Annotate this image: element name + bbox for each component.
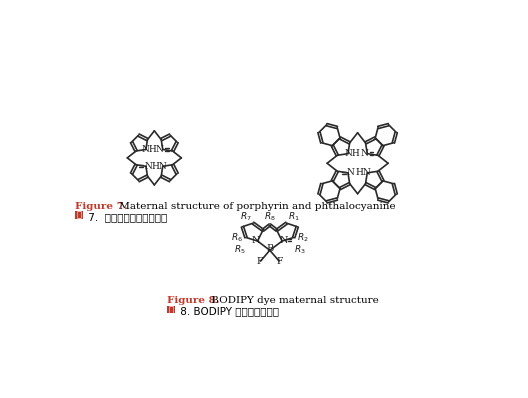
Text: 8. BODIPY 染料的母体结构: 8. BODIPY 染料的母体结构: [177, 306, 279, 316]
Text: Figure 7.: Figure 7.: [75, 202, 128, 211]
Text: $R_7$: $R_7$: [240, 211, 251, 223]
Text: N: N: [156, 145, 164, 154]
Text: N: N: [346, 168, 354, 178]
Text: $R_1$: $R_1$: [288, 211, 300, 223]
Text: HN: HN: [151, 162, 167, 171]
Text: N: N: [279, 236, 288, 245]
Text: $R_3$: $R_3$: [294, 244, 306, 256]
Text: $R_5$: $R_5$: [234, 244, 246, 256]
FancyBboxPatch shape: [167, 306, 175, 313]
FancyBboxPatch shape: [75, 211, 83, 219]
Text: N: N: [144, 162, 152, 171]
Text: $R_6$: $R_6$: [231, 231, 243, 244]
Text: $R_2$: $R_2$: [297, 231, 309, 244]
Text: 图: 图: [77, 211, 81, 219]
Text: HN: HN: [355, 168, 371, 178]
Text: Figure 8.: Figure 8.: [167, 297, 220, 306]
Text: F: F: [277, 258, 283, 266]
Text: $R_8$: $R_8$: [264, 211, 276, 223]
Text: NH: NH: [142, 145, 158, 154]
Text: B: B: [266, 244, 274, 253]
Text: N: N: [361, 149, 369, 158]
Text: NH: NH: [345, 149, 361, 158]
Text: 7.  叶啉和酞菁的母体结构: 7. 叶啉和酞菁的母体结构: [85, 212, 167, 222]
Text: BODIPY dye maternal structure: BODIPY dye maternal structure: [208, 297, 379, 306]
Text: N: N: [252, 236, 260, 245]
Text: Maternal structure of porphyrin and phthalocyanine: Maternal structure of porphyrin and phth…: [116, 202, 395, 211]
Text: F: F: [257, 258, 263, 266]
Text: 图: 图: [169, 305, 174, 314]
